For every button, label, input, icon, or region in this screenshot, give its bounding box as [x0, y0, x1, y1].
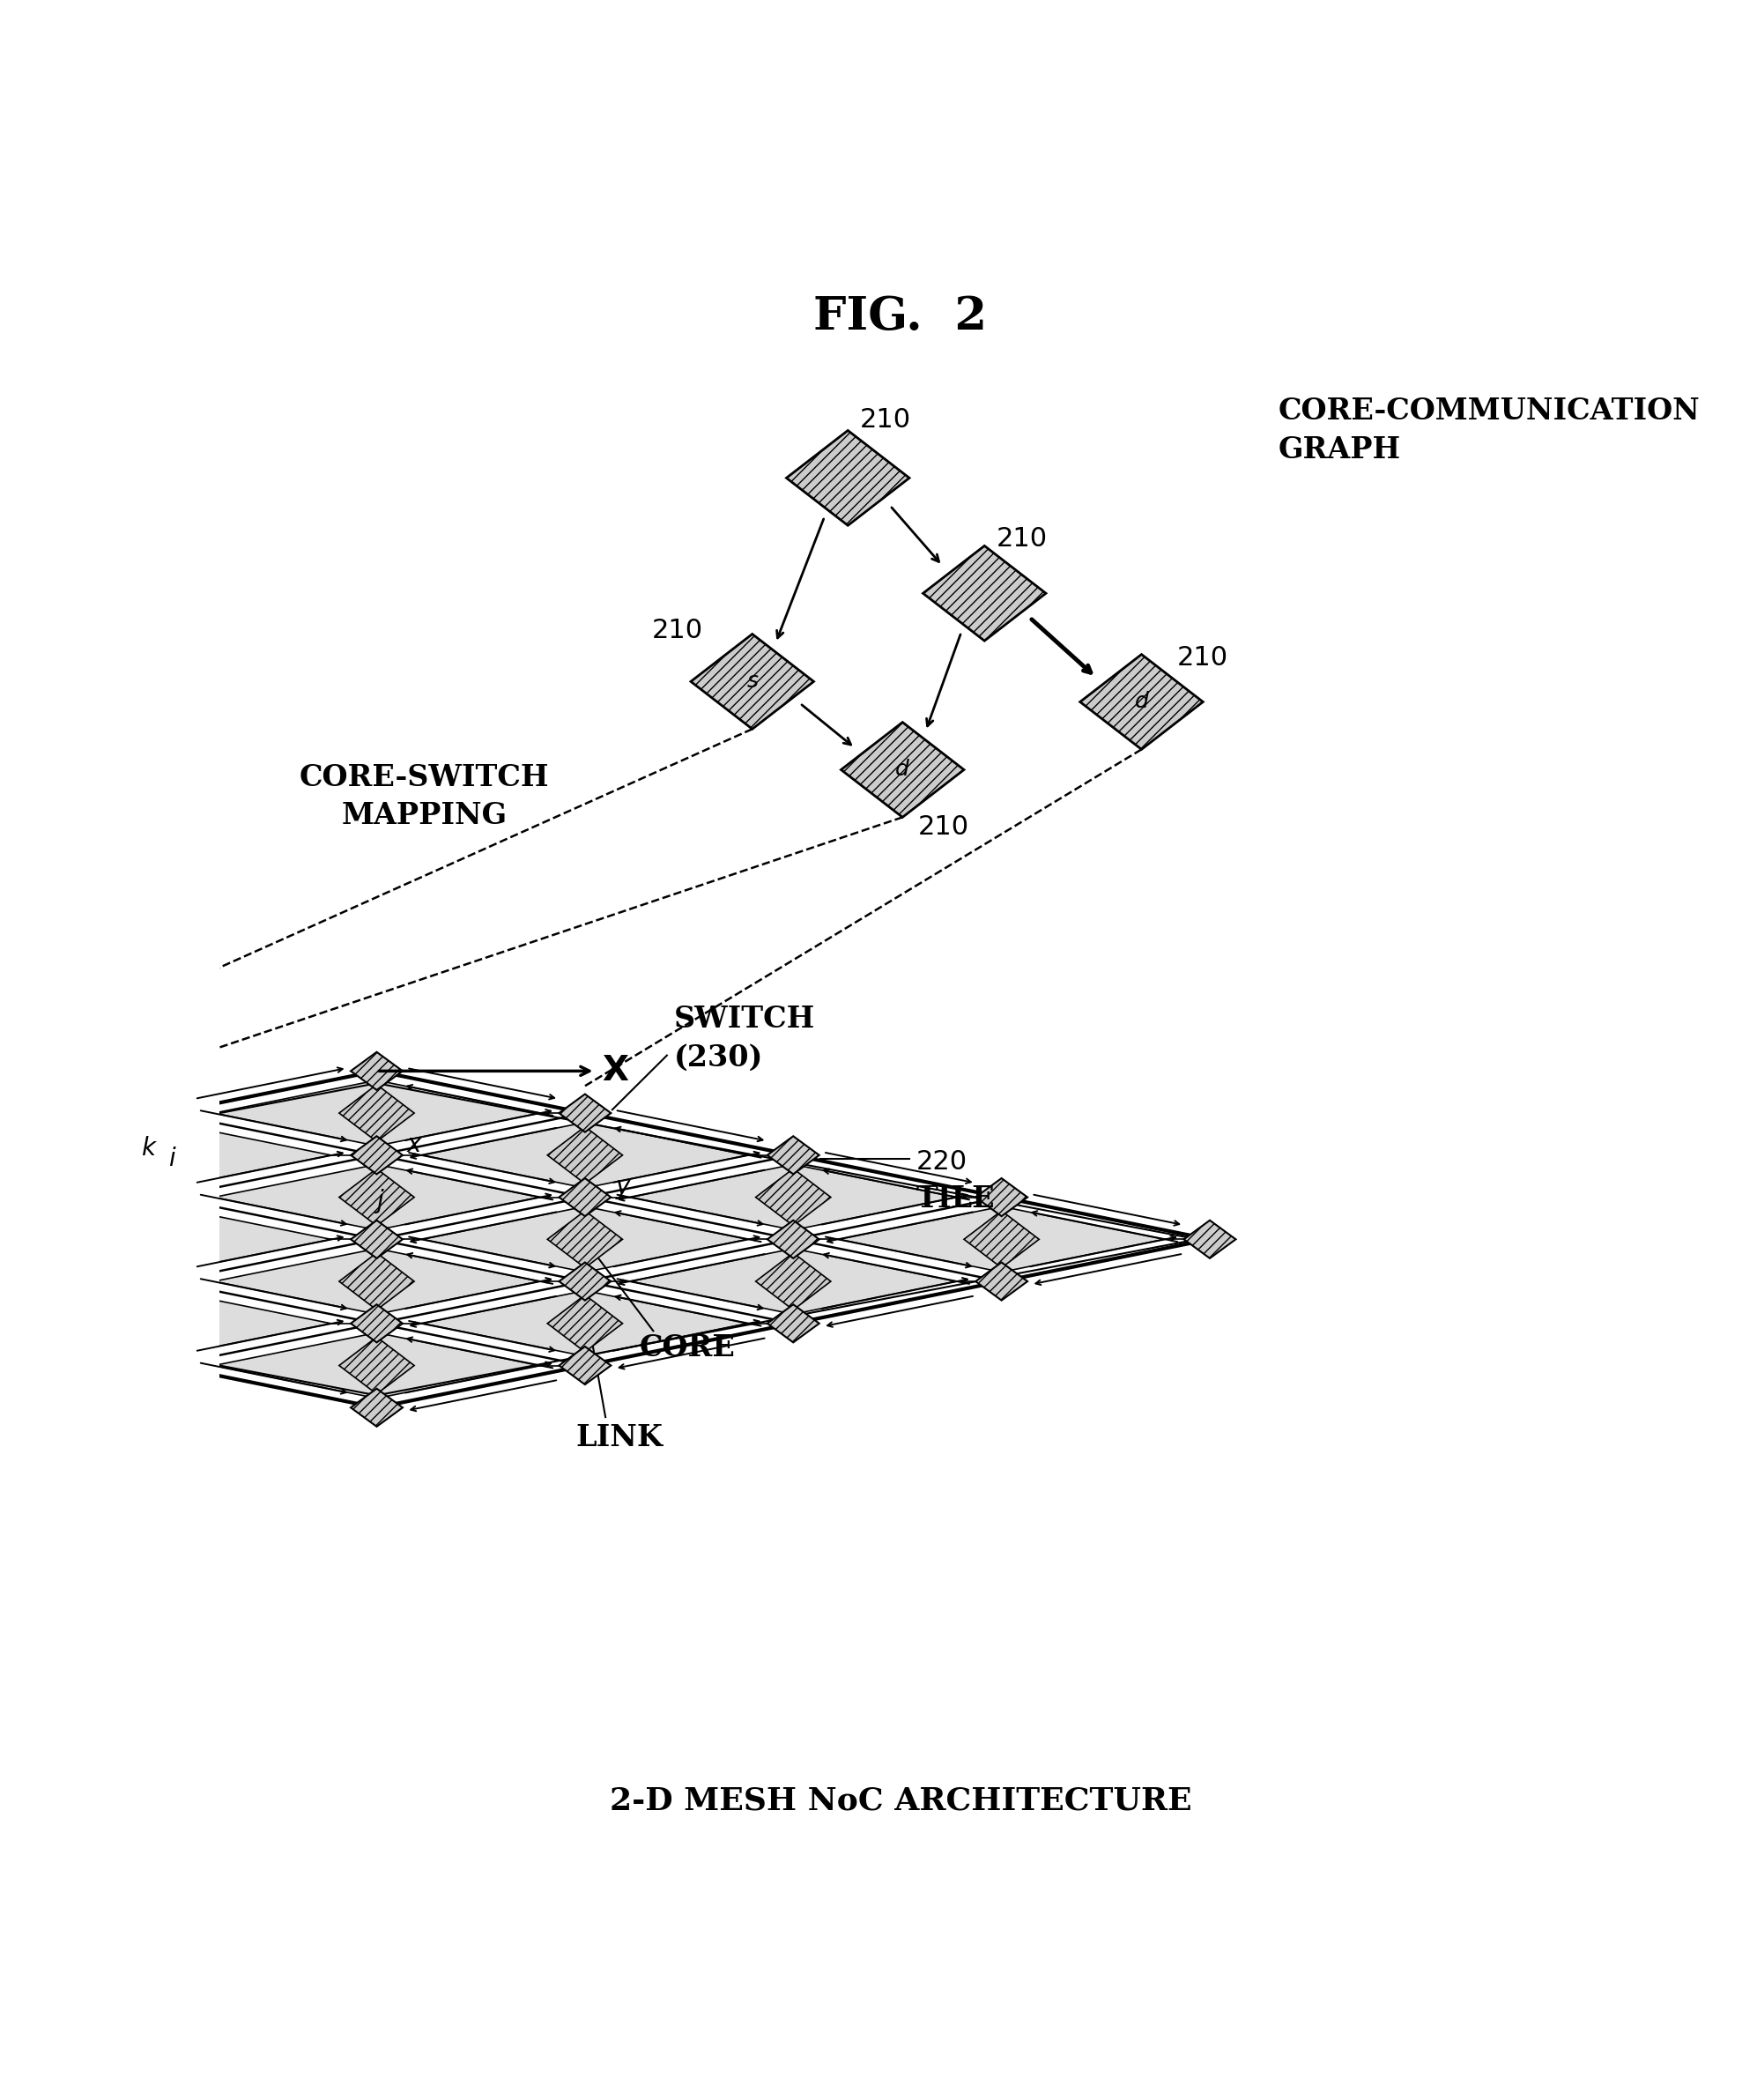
Text: k: k	[141, 1136, 155, 1161]
Polygon shape	[922, 546, 1045, 640]
Polygon shape	[142, 1262, 195, 1300]
Polygon shape	[842, 722, 965, 817]
Text: d: d	[896, 760, 910, 781]
Polygon shape	[1184, 1220, 1235, 1258]
Polygon shape	[768, 1136, 819, 1174]
Polygon shape	[975, 1178, 1028, 1216]
Polygon shape	[214, 1334, 539, 1399]
Polygon shape	[351, 1304, 402, 1342]
Text: SWITCH
(230): SWITCH (230)	[673, 1004, 815, 1073]
Text: CORE: CORE	[640, 1334, 736, 1363]
Polygon shape	[214, 1079, 539, 1147]
Polygon shape	[1081, 655, 1204, 750]
Polygon shape	[214, 1163, 539, 1231]
Polygon shape	[142, 1178, 195, 1216]
Polygon shape	[5, 1121, 330, 1189]
Polygon shape	[548, 1128, 622, 1184]
Polygon shape	[339, 1338, 415, 1394]
Polygon shape	[5, 1208, 330, 1273]
Polygon shape	[5, 1292, 330, 1357]
Text: y: y	[615, 1174, 629, 1199]
Polygon shape	[559, 1346, 611, 1384]
Polygon shape	[756, 1170, 831, 1226]
Text: CORE-COMMUNICATION
GRAPH: CORE-COMMUNICATION GRAPH	[1277, 397, 1701, 464]
Polygon shape	[130, 1212, 206, 1268]
Polygon shape	[142, 1346, 195, 1384]
Polygon shape	[965, 1212, 1038, 1268]
Polygon shape	[214, 1250, 539, 1315]
Polygon shape	[559, 1178, 611, 1216]
Polygon shape	[339, 1170, 415, 1226]
Polygon shape	[787, 430, 910, 525]
Text: 210: 210	[859, 407, 912, 433]
Polygon shape	[631, 1163, 956, 1231]
Polygon shape	[130, 1128, 206, 1184]
Text: FIG.  2: FIG. 2	[813, 294, 987, 340]
Polygon shape	[351, 1052, 402, 1090]
Polygon shape	[559, 1262, 611, 1300]
Text: CORE-SWITCH
MAPPING: CORE-SWITCH MAPPING	[300, 762, 550, 830]
Polygon shape	[691, 634, 813, 729]
Text: i: i	[169, 1147, 176, 1172]
Polygon shape	[975, 1262, 1028, 1300]
Text: X: X	[603, 1054, 629, 1088]
Text: j: j	[376, 1189, 383, 1214]
Polygon shape	[422, 1292, 747, 1357]
Polygon shape	[0, 1250, 123, 1315]
Polygon shape	[422, 1208, 747, 1273]
Polygon shape	[130, 1296, 206, 1352]
Polygon shape	[840, 1208, 1163, 1273]
Polygon shape	[768, 1304, 819, 1342]
Polygon shape	[756, 1254, 831, 1310]
Polygon shape	[559, 1094, 611, 1132]
Text: 210: 210	[652, 617, 703, 643]
Polygon shape	[339, 1254, 415, 1310]
Text: s: s	[747, 672, 757, 693]
Polygon shape	[422, 1121, 747, 1189]
Polygon shape	[351, 1220, 402, 1258]
Polygon shape	[768, 1220, 819, 1258]
Polygon shape	[0, 1163, 123, 1231]
Text: 210: 210	[996, 527, 1047, 552]
Text: 2-D MESH NoC ARCHITECTURE: 2-D MESH NoC ARCHITECTURE	[610, 1787, 1191, 1816]
Polygon shape	[631, 1250, 956, 1315]
Polygon shape	[351, 1136, 402, 1174]
Text: LINK: LINK	[576, 1424, 662, 1451]
Text: x: x	[408, 1132, 422, 1157]
Polygon shape	[548, 1212, 622, 1268]
Polygon shape	[142, 1094, 195, 1132]
Text: 210: 210	[1177, 645, 1228, 670]
Polygon shape	[548, 1296, 622, 1352]
Polygon shape	[351, 1388, 402, 1426]
Text: 220: 220	[915, 1149, 968, 1174]
Text: 210: 210	[917, 815, 970, 840]
Polygon shape	[339, 1084, 415, 1142]
Text: TILE: TILE	[915, 1184, 994, 1214]
Text: d: d	[1135, 691, 1149, 712]
